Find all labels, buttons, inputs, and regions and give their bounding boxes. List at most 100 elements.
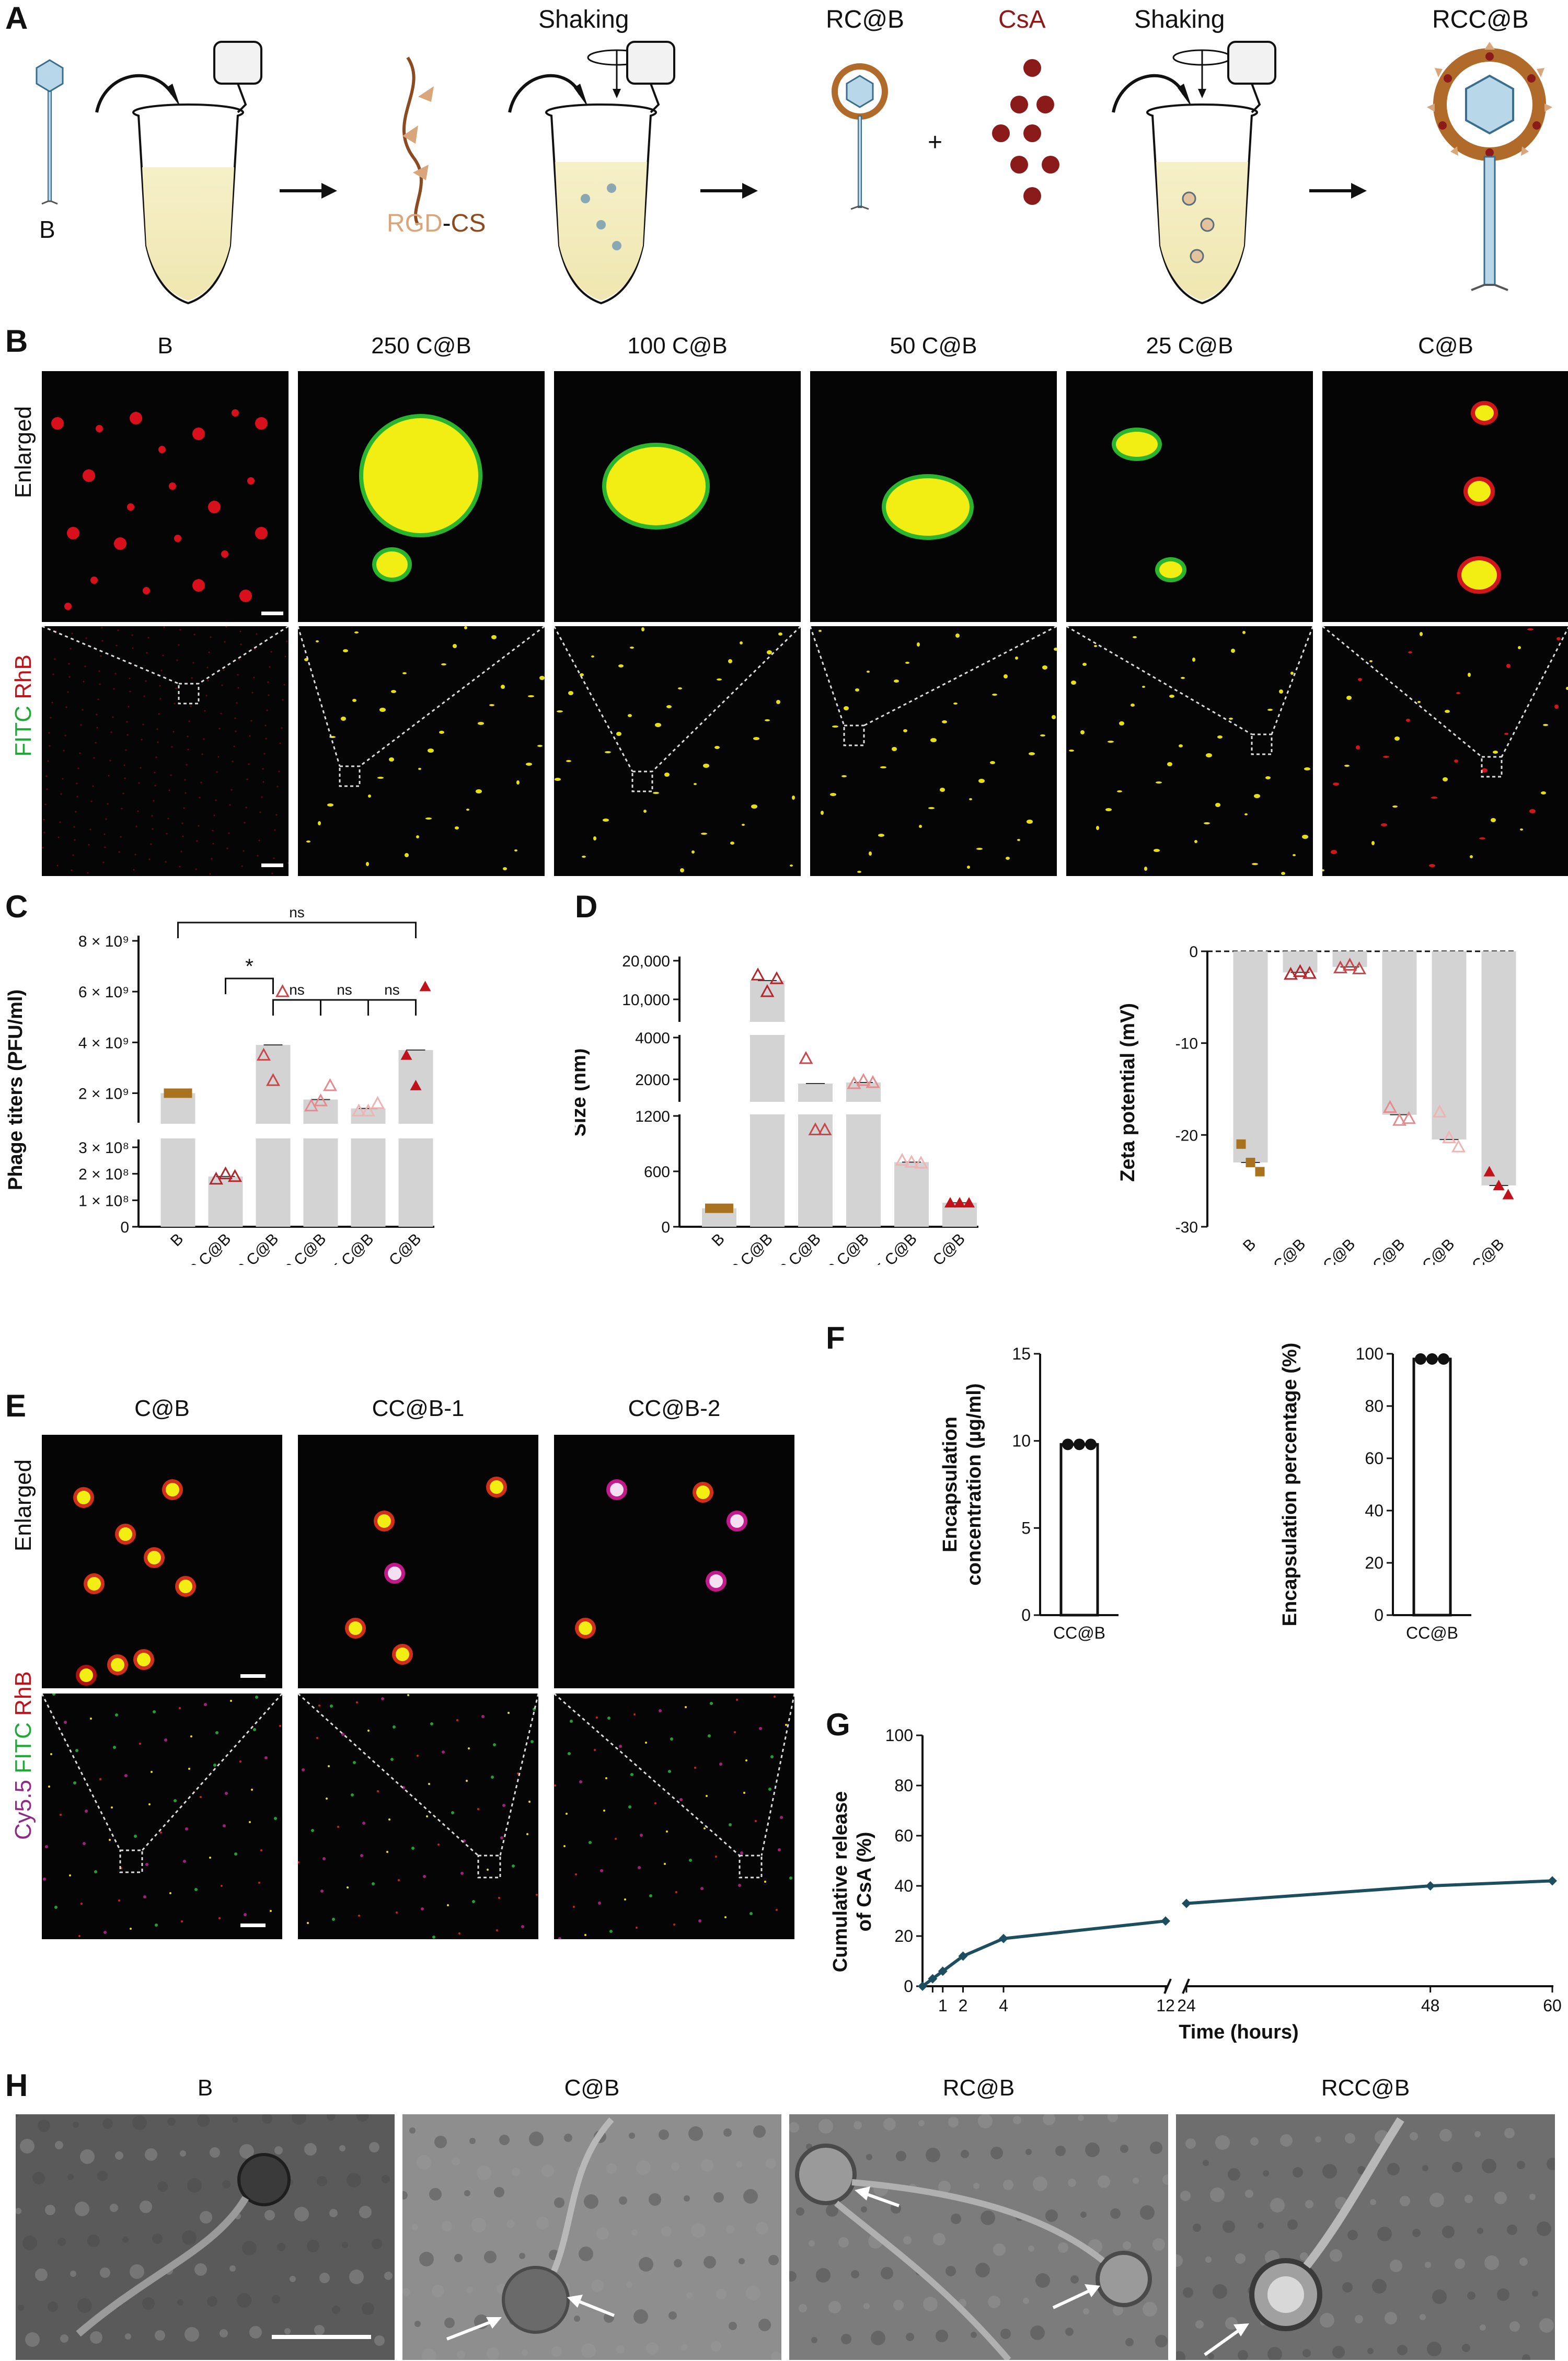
particle-speck	[1042, 665, 1047, 670]
background-speck	[134, 854, 136, 856]
particle-speck	[905, 662, 909, 664]
particle-speck	[115, 1713, 118, 1717]
tem-texture	[866, 2154, 872, 2160]
particle-core	[1475, 405, 1494, 421]
x-tick-label: C@B	[1469, 1236, 1507, 1265]
panel-e-col-title: CC@B-2	[628, 1396, 721, 1421]
particle-speck	[517, 1772, 519, 1775]
inset-box	[178, 683, 200, 705]
particle-speck	[393, 1725, 396, 1729]
data-point	[714, 1203, 724, 1213]
background-speck	[85, 637, 87, 639]
particle-speck	[1454, 759, 1458, 763]
particle-speck	[390, 1758, 394, 1761]
particle-speck	[498, 1897, 500, 1899]
tem-texture	[18, 2305, 24, 2311]
particle-speck	[1383, 756, 1389, 758]
tem-texture	[32, 2172, 45, 2184]
particle-speck	[381, 1697, 384, 1700]
tem-texture	[1482, 2159, 1496, 2173]
particle-speck	[225, 1792, 228, 1795]
tem-texture	[110, 2204, 118, 2212]
particle-speck	[388, 1818, 390, 1821]
particle-speck	[442, 1750, 445, 1754]
cs-text: CS	[451, 210, 486, 237]
significance-bracket	[177, 922, 417, 938]
background-speck	[155, 756, 157, 758]
particle-core	[579, 1621, 592, 1635]
bar	[1233, 951, 1268, 1163]
tem-texture	[926, 2148, 940, 2162]
background-speck	[138, 782, 140, 784]
tem-texture	[1387, 2163, 1400, 2175]
data-point	[1246, 1158, 1255, 1168]
panel-b-label: B	[5, 324, 28, 359]
background-speck	[261, 796, 263, 798]
y-tick-label: 2 × 10⁹	[78, 1085, 129, 1102]
background-speck	[72, 854, 74, 856]
overview-micrograph	[1322, 626, 1568, 876]
overview-svg	[554, 1694, 794, 1939]
background-speck	[105, 818, 107, 820]
phage-head	[1096, 2251, 1152, 2307]
data-point	[1432, 1104, 1447, 1118]
tem-texture	[382, 2175, 390, 2183]
bar	[1432, 951, 1467, 1140]
data-point	[218, 1166, 233, 1180]
particle-speck	[1119, 721, 1124, 725]
arrow-head-icon	[855, 2186, 870, 2201]
panel-h-col-title: C@B	[564, 2075, 620, 2101]
tem-texture	[1474, 2131, 1481, 2137]
x-tick-label: 48	[1421, 1996, 1440, 2015]
tem-texture	[1245, 2190, 1253, 2198]
bar	[1283, 951, 1318, 973]
background-speck	[183, 807, 185, 809]
tem-texture	[684, 2195, 690, 2202]
inset-box	[843, 724, 865, 746]
tem-texture	[429, 2188, 442, 2201]
particle-speck	[753, 737, 759, 740]
x-tick-label: 100 C@B	[764, 1230, 824, 1265]
tem-texture	[1003, 2180, 1013, 2190]
background-speck	[207, 679, 209, 682]
tem-texture	[1133, 2178, 1139, 2184]
y-tick-label: 5	[1021, 1518, 1031, 1537]
background-speck	[56, 865, 59, 867]
particle-core	[606, 447, 706, 525]
background-speck	[160, 670, 163, 672]
red-particle	[114, 537, 126, 550]
tem-texture	[973, 2183, 979, 2189]
tem-texture	[863, 2303, 870, 2309]
particle-core	[396, 1648, 409, 1661]
overview-micrograph	[42, 1694, 282, 1939]
particle-speck	[593, 836, 596, 840]
tem-texture	[768, 2255, 779, 2265]
background-speck	[92, 785, 94, 787]
overview-micrograph	[810, 626, 1057, 876]
red-particle	[127, 503, 134, 511]
background-speck	[269, 666, 271, 668]
tem-texture	[304, 2143, 317, 2156]
x-tick-label: 250 C@B	[174, 1230, 235, 1265]
y-tick-label: 100	[885, 1726, 913, 1745]
background-speck	[274, 829, 276, 831]
tem-texture	[506, 2220, 515, 2228]
particle-speck	[1520, 828, 1523, 831]
particle-speck	[1094, 645, 1097, 647]
tem-texture	[80, 2149, 95, 2164]
tem-texture	[1427, 2342, 1442, 2356]
bar	[894, 1162, 929, 1227]
phage-tail	[834, 2201, 1011, 2360]
tem-texture	[881, 2267, 893, 2279]
particle-speck	[628, 1805, 631, 1809]
tem-texture	[736, 2161, 742, 2168]
particle-speck	[1142, 686, 1145, 688]
tem-image	[1176, 2114, 1555, 2360]
red-particle	[192, 428, 205, 440]
particle-speck	[1557, 637, 1561, 640]
particle-speck	[398, 1879, 400, 1881]
particle-speck	[1344, 765, 1350, 767]
background-speck	[121, 808, 123, 810]
data-point	[1401, 1111, 1416, 1124]
tem-texture	[1480, 2324, 1486, 2331]
